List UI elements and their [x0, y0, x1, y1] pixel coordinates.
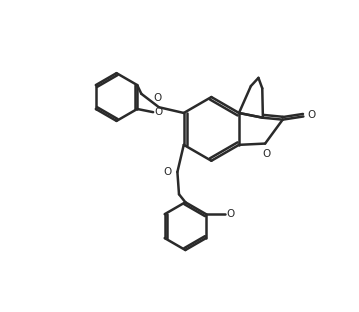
Text: O: O	[262, 149, 271, 159]
Text: O: O	[227, 209, 235, 219]
Text: O: O	[163, 167, 172, 177]
Text: O: O	[307, 110, 316, 120]
Text: O: O	[155, 107, 163, 117]
Text: O: O	[153, 93, 162, 103]
